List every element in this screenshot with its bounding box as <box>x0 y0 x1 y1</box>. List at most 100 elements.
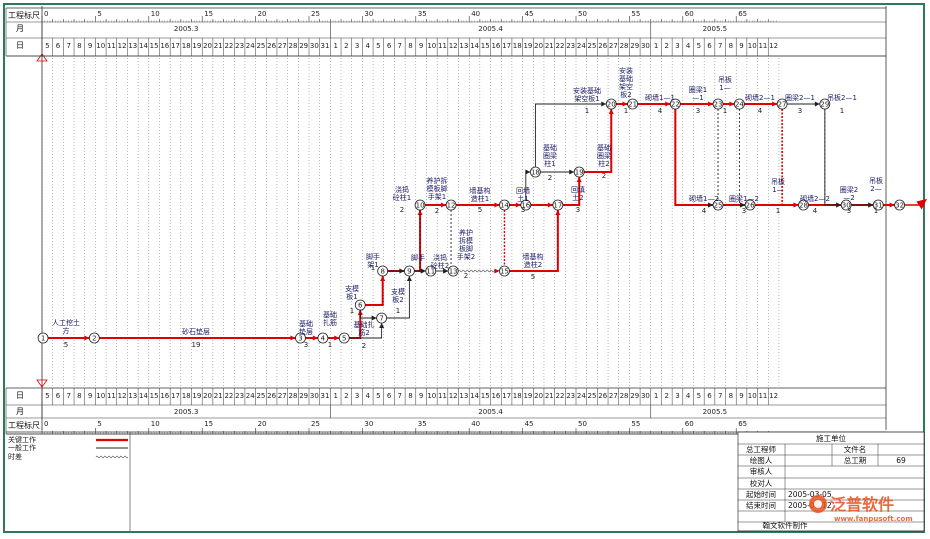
node-number: 3 <box>298 334 302 342</box>
activity-name: 1— <box>772 186 783 194</box>
day-number: 3 <box>675 42 679 50</box>
day-number: 11 <box>107 42 116 50</box>
node-circle[interactable] <box>354 299 366 311</box>
node-circle[interactable] <box>894 199 906 211</box>
activity-name: 圈梁2—1 <box>785 93 815 102</box>
node-circle[interactable] <box>317 332 329 344</box>
node-circle[interactable] <box>573 166 585 178</box>
arrowhead <box>740 202 746 208</box>
activity-duration: 3 <box>798 107 802 115</box>
node-circle[interactable] <box>88 332 100 344</box>
day-number: 2 <box>344 42 348 50</box>
activity-name: 基础扎 <box>354 320 375 329</box>
ruler-number: 65 <box>738 420 747 428</box>
day-number: 1 <box>654 392 658 400</box>
activity-name: 砼柱2 <box>431 261 449 270</box>
node-circle[interactable] <box>377 265 389 277</box>
day-number: 6 <box>56 392 61 400</box>
node-number: 25 <box>714 201 723 209</box>
day-number: 13 <box>459 392 468 400</box>
day-number: 8 <box>408 42 412 50</box>
drawer-label: 绘图人 <box>750 455 773 465</box>
day-number: 16 <box>491 42 500 50</box>
node-circle[interactable] <box>447 265 459 277</box>
day-number: 29 <box>630 392 639 400</box>
activity-name: 筋2 <box>358 328 369 337</box>
activity-name: 柱2 <box>598 159 609 168</box>
activity-name: 模板脚 <box>427 184 448 193</box>
day-number: 19 <box>192 392 201 400</box>
node-circle[interactable] <box>499 265 510 277</box>
day-number: 28 <box>289 42 298 50</box>
day-number: 10 <box>96 42 105 50</box>
day-number: 14 <box>470 42 479 50</box>
day-number: 11 <box>107 392 116 400</box>
node-circle[interactable] <box>669 98 681 110</box>
node-circle[interactable] <box>295 332 306 344</box>
activity-duration: 3 <box>742 207 746 215</box>
day-number: 17 <box>502 42 511 50</box>
node-number: 22 <box>671 100 680 108</box>
activity-name: 养护 <box>459 228 473 237</box>
arrowhead <box>443 268 449 274</box>
node-circle[interactable] <box>627 98 639 110</box>
day-number: 27 <box>278 42 287 50</box>
node-circle[interactable] <box>552 199 564 211</box>
day-number: 6 <box>387 392 392 400</box>
arrowhead <box>399 268 405 274</box>
node-circle[interactable] <box>499 199 510 211</box>
node-circle[interactable] <box>872 199 884 211</box>
node-number: 12 <box>447 201 456 209</box>
ruler-number: 40 <box>471 10 480 18</box>
day-number: 9 <box>419 392 423 400</box>
ruler-number: 55 <box>631 420 640 428</box>
node-circle[interactable] <box>338 332 350 344</box>
node-circle[interactable] <box>530 166 541 178</box>
day-number: 30 <box>641 392 650 400</box>
watermark-brand: 泛普软件 <box>830 495 894 514</box>
activity-name: 方 <box>63 326 70 335</box>
node-circle[interactable] <box>744 199 756 211</box>
node-circle[interactable] <box>819 98 831 110</box>
arrowhead <box>312 335 318 341</box>
arrowhead <box>665 101 671 107</box>
day-number: 1 <box>654 42 658 50</box>
ruler-number: 60 <box>685 10 694 18</box>
day-number: 31 <box>321 42 330 50</box>
legend-label: 关键工作 <box>8 435 36 444</box>
node-number: 10 <box>416 201 425 209</box>
bottom-left-marker <box>36 379 48 388</box>
node-number: 29 <box>820 100 829 108</box>
node-circle[interactable] <box>712 199 724 211</box>
legend-swatch-float <box>95 455 129 459</box>
activity-name: 2— <box>870 185 881 193</box>
node-circle[interactable] <box>798 199 809 211</box>
day-number: 15 <box>150 42 159 50</box>
node-circle[interactable] <box>734 98 745 110</box>
node-circle[interactable] <box>520 199 532 211</box>
activity-arrow <box>738 109 746 206</box>
node-circle[interactable] <box>605 98 617 110</box>
node-circle[interactable] <box>376 312 388 324</box>
activity-name: 扎筋 <box>323 318 337 327</box>
node-circle[interactable] <box>425 265 437 277</box>
day-label: 日 <box>16 391 24 400</box>
node-circle[interactable] <box>414 199 426 211</box>
node-circle[interactable] <box>403 265 415 277</box>
activity-duration: 1 <box>723 107 727 115</box>
arrowhead <box>622 101 628 107</box>
node-circle[interactable] <box>712 98 724 110</box>
node-circle[interactable] <box>445 199 457 211</box>
day-number: 5 <box>45 392 49 400</box>
unit-label: 施工单位 <box>816 433 846 443</box>
node-circle[interactable] <box>840 199 852 211</box>
activity-name: 基础 <box>597 143 611 152</box>
node-circle[interactable] <box>776 98 788 110</box>
day-number: 10 <box>427 42 436 50</box>
arrowhead <box>601 101 607 107</box>
node-circle[interactable] <box>37 332 49 344</box>
start-time-value: 2005-03-05 <box>788 490 832 499</box>
activity-duration: 5 <box>64 341 68 349</box>
node-number: 16 <box>521 201 530 209</box>
day-number: 25 <box>588 42 597 50</box>
